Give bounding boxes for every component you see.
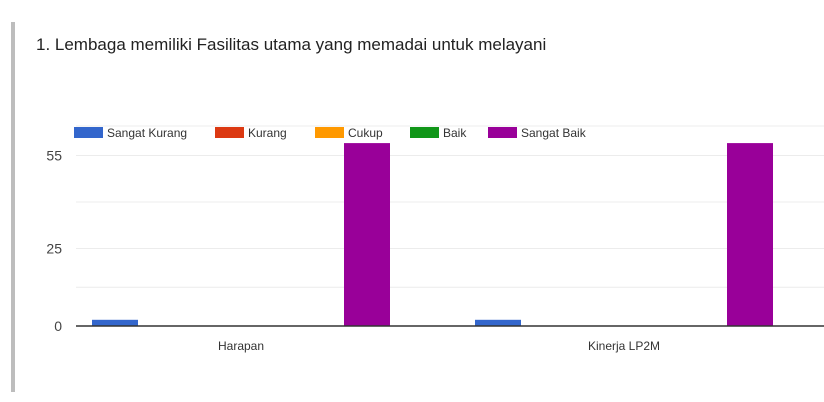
question-title: 1. Lembaga memiliki Fasilitas utama yang… bbox=[36, 35, 547, 54]
bar-sangat-kurang-1 bbox=[92, 319, 138, 326]
bar-sangat-baik-2 bbox=[727, 143, 773, 326]
legend-label: Sangat Baik bbox=[521, 126, 587, 140]
legend-swatch bbox=[410, 127, 439, 138]
bar-sangat-kurang-2 bbox=[475, 319, 521, 326]
bar-sangat-baik-1 bbox=[344, 143, 390, 326]
legend-swatch bbox=[74, 127, 103, 138]
y-tick-label: 0 bbox=[54, 318, 62, 334]
legend-label: Kurang bbox=[248, 126, 287, 140]
y-tick-label: 55 bbox=[46, 148, 62, 164]
legend-label: Sangat Kurang bbox=[107, 126, 187, 140]
legend-swatch bbox=[488, 127, 517, 138]
legend-swatch bbox=[215, 127, 244, 138]
legend-swatch bbox=[315, 127, 344, 138]
card-left-accent bbox=[11, 22, 15, 392]
x-tick-label: Kinerja LP2M bbox=[588, 339, 660, 353]
legend-label: Baik bbox=[443, 126, 467, 140]
legend-label: Cukup bbox=[348, 126, 383, 140]
x-tick-label: Harapan bbox=[218, 339, 264, 353]
y-tick-label: 25 bbox=[46, 241, 62, 257]
